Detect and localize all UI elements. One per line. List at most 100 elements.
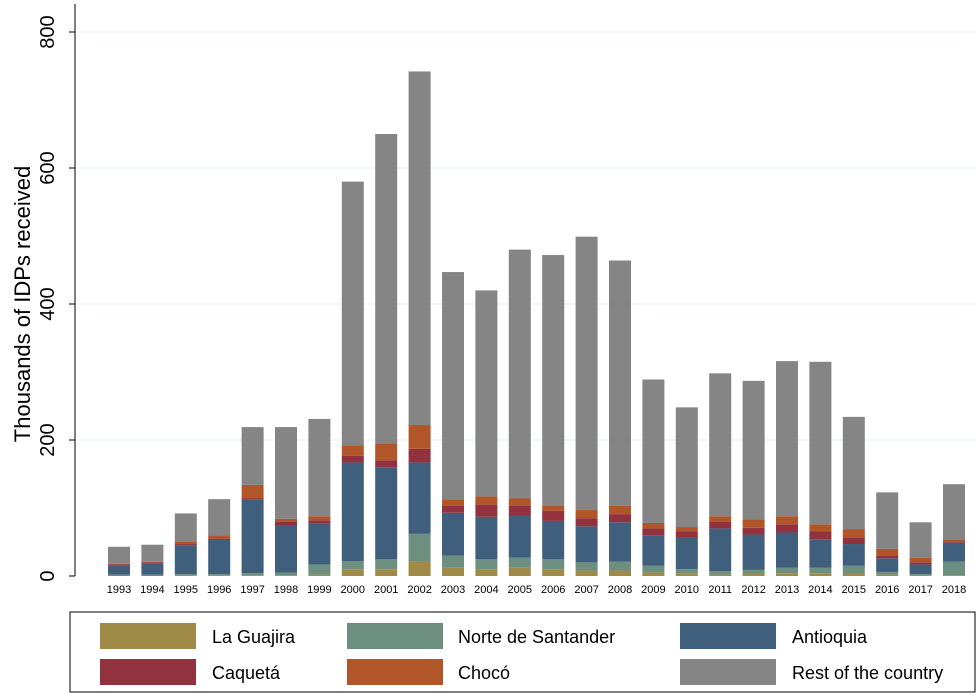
bar-segment	[876, 492, 899, 549]
bar-segment	[241, 575, 264, 576]
bar-segment	[208, 499, 231, 536]
bar-segment	[341, 561, 364, 570]
bar-segment	[174, 573, 197, 576]
bar-segment	[141, 574, 164, 576]
x-tick-label: 2009	[641, 584, 665, 596]
bar-segment	[943, 561, 965, 576]
bar-segment	[308, 516, 331, 521]
legend-label: Caquetá	[212, 663, 281, 683]
legend-label: La Guajira	[212, 627, 296, 647]
bar-segment	[876, 571, 899, 575]
bar-segment	[909, 573, 932, 576]
bar-segment	[241, 484, 264, 499]
x-tick-label: 2008	[608, 584, 632, 596]
bar-segment	[442, 272, 464, 500]
bar-segment	[642, 565, 665, 573]
bar-segment	[809, 539, 832, 568]
bar-segment	[776, 573, 798, 576]
bar-segment	[842, 529, 865, 538]
bar-segment	[408, 448, 431, 463]
bar-segment	[375, 443, 398, 461]
bar-segment	[308, 418, 331, 517]
bar-segment	[475, 504, 498, 517]
bar-segment	[809, 361, 832, 525]
bar-segment	[141, 562, 164, 564]
bar-segment	[108, 565, 130, 575]
bar-segment	[609, 505, 631, 515]
bar-segment	[909, 564, 932, 574]
bar-segment	[642, 522, 665, 529]
x-tick-label: 2010	[675, 584, 699, 596]
bar-segment	[742, 519, 765, 528]
bar-segment	[609, 522, 631, 562]
bar-segment	[475, 290, 498, 497]
legend-swatch	[680, 623, 776, 649]
x-tick-label: 2014	[808, 584, 832, 596]
bar-segment	[642, 535, 665, 566]
bar-segment	[108, 564, 130, 566]
bar-segment	[275, 518, 297, 522]
x-tick-label: 2011	[708, 584, 732, 596]
bar-segment	[475, 559, 498, 570]
bar-segment	[675, 527, 698, 532]
y-tick-label: 0	[37, 570, 59, 581]
x-tick-label: 2015	[842, 584, 866, 596]
bar-segment	[375, 460, 398, 468]
bar-segment	[375, 467, 398, 559]
bar-segment	[575, 510, 598, 519]
y-tick-label: 600	[37, 151, 59, 184]
bar-segment	[776, 524, 798, 533]
x-tick-label: 1995	[174, 584, 198, 596]
bar-segment	[308, 520, 331, 524]
y-tick-label: 200	[37, 423, 59, 456]
x-tick-label: 1998	[274, 584, 298, 596]
bar-segment	[375, 559, 398, 570]
bar-segment	[174, 541, 197, 545]
x-tick-label: 2012	[741, 584, 765, 596]
legend-label: Norte de Santander	[458, 627, 615, 647]
bar-segment	[542, 505, 565, 511]
legend-swatch	[347, 659, 443, 685]
bar-segment	[508, 515, 531, 558]
x-tick-label: 2005	[508, 584, 532, 596]
bar-segment	[876, 548, 899, 556]
bar-segment	[776, 532, 798, 568]
x-tick-label: 2003	[441, 584, 465, 596]
bar-segment	[408, 425, 431, 449]
bar-segment	[842, 544, 865, 566]
bar-segment	[876, 558, 899, 572]
bar-segment	[842, 416, 865, 530]
bar-segment	[508, 557, 531, 568]
bar-segment	[341, 445, 364, 456]
bar-segment	[208, 573, 231, 576]
bar-segment	[508, 249, 531, 499]
bar-segment	[609, 514, 631, 523]
bar-segment	[141, 561, 164, 563]
bar-segment	[776, 567, 798, 574]
bar-segment	[809, 524, 832, 532]
bar-segment	[943, 575, 965, 576]
bar-segment	[742, 380, 765, 520]
bar-segment	[675, 537, 698, 570]
bar-segment	[308, 564, 331, 575]
bar-segment	[275, 427, 297, 519]
x-tick-label: 2001	[374, 584, 398, 596]
legend-swatch	[680, 659, 776, 685]
bar-segment	[809, 573, 832, 576]
bar-segment	[909, 522, 932, 558]
bar-segment	[275, 575, 297, 576]
bar-segment	[208, 535, 231, 539]
bar-segment	[542, 255, 565, 506]
bar-segment	[809, 567, 832, 574]
bar-segment	[108, 563, 130, 565]
x-tick-label: 2007	[574, 584, 598, 596]
bar-segment	[341, 462, 364, 562]
x-tick-label: 2017	[908, 584, 932, 596]
legend-label: Chocó	[458, 663, 510, 683]
bar-segment	[108, 574, 130, 576]
bar-segment	[408, 462, 431, 534]
bar-segment	[542, 510, 565, 521]
bar-segment	[375, 134, 398, 444]
x-tick-label: 1993	[107, 584, 131, 596]
